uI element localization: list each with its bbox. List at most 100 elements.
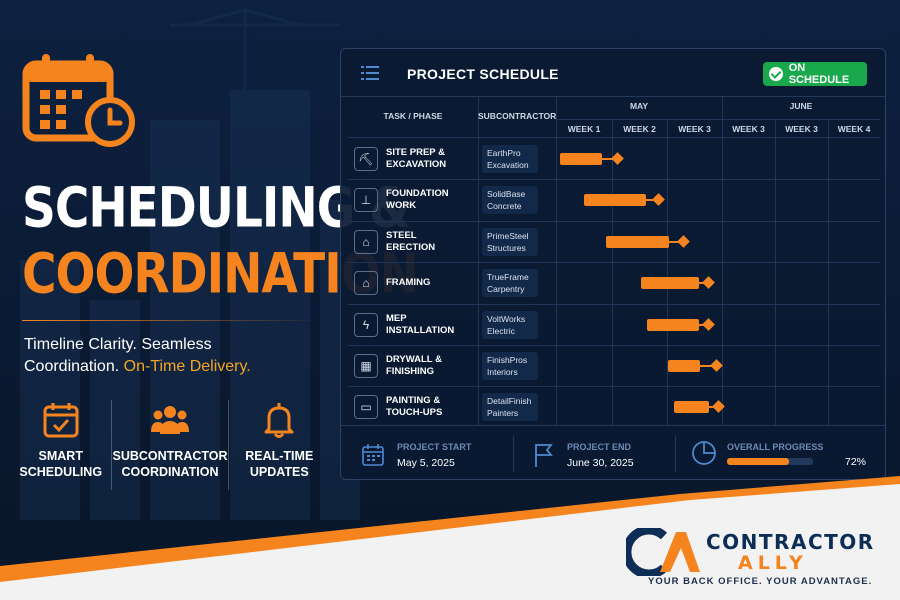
week-header: WEEK 3 <box>678 124 711 134</box>
start-label: PROJECT START <box>397 442 472 452</box>
feature-subcontractor-coordination: SUBCONTRACTOR COORDINATION <box>111 400 228 490</box>
progress-bar-fill <box>727 458 789 465</box>
month-header-may: MAY <box>629 101 649 111</box>
grid-line <box>348 137 880 138</box>
bell-icon <box>264 403 294 438</box>
start-value: May 5, 2025 <box>397 457 455 469</box>
milestone-marker[interactable] <box>702 317 715 331</box>
brand-name: CONTRACTOR <box>706 530 875 554</box>
feature-label-line2: COORDINATION <box>121 465 219 479</box>
task-row: ▦ DRYWALL & FINISHING <box>354 346 484 386</box>
subcontractor-tag: EarthPro Excavation <box>482 145 538 173</box>
panel-title: PROJECT SCHEDULE <box>407 66 559 82</box>
task-bar-connector <box>669 240 684 243</box>
grid-line <box>348 262 880 264</box>
tagline-accent: On-Time Delivery. <box>123 358 251 375</box>
gantt-grid: TASK / PHASE SUBCONTRACTOR MAY JUNE WEEK… <box>348 97 880 425</box>
steel-beam-icon: ⌂ <box>354 229 378 254</box>
grid-line <box>612 119 613 425</box>
subcontractor-tag: VoltWorks Electric <box>482 310 538 339</box>
task-bar[interactable] <box>641 277 700 290</box>
brand-slogan: YOUR BACK OFFICE. YOUR ADVANTAGE. <box>648 576 873 587</box>
team-icon <box>151 406 189 434</box>
drywall-icon: ▦ <box>354 354 378 378</box>
divider <box>675 436 676 472</box>
task-label: SITE PREP & EXCAVATION <box>386 147 447 170</box>
milestone-marker[interactable] <box>652 193 666 207</box>
framing-icon: ⌂ <box>354 271 378 296</box>
panel-footer: PROJECT START May 5, 2025 PROJECT END Ju… <box>341 425 885 479</box>
subcontractor-tag: DetailFinish Painters <box>482 393 538 422</box>
feature-label-line1: REAL-TIME <box>245 449 314 463</box>
calendar-check-icon <box>43 403 79 438</box>
task-bar[interactable] <box>584 194 647 207</box>
milestone-marker[interactable] <box>611 152 625 165</box>
grid-line <box>348 303 880 305</box>
grid-line <box>556 119 880 120</box>
excavator-icon: ⛏ <box>354 147 378 171</box>
task-label: FRAMING <box>386 277 431 289</box>
column-header-task: TASK / PHASE <box>383 111 443 121</box>
paint-roller-icon: ▭ <box>354 395 378 420</box>
feature-smart-scheduling: SMART SCHEDULING <box>10 400 111 490</box>
flag-icon <box>535 444 553 467</box>
task-bar-connector <box>646 199 659 202</box>
subcontractor-tag: SolidBase Concrete <box>482 186 538 215</box>
task-row: ⌂ STEEL ERECTION <box>354 222 484 262</box>
grid-line <box>722 97 723 425</box>
task-row: ▭ PAINTING & TOUCH-UPS <box>354 387 484 427</box>
status-badge: ON SCHEDULE <box>763 62 867 86</box>
tagline-line2: Coordination. <box>24 358 124 375</box>
check-circle-icon <box>769 67 783 81</box>
grid-line <box>828 119 829 425</box>
grid-line <box>348 179 880 181</box>
task-bar[interactable] <box>668 360 701 372</box>
task-label: MEP INSTALLATION <box>386 312 455 336</box>
grid-line <box>775 119 776 425</box>
milestone-marker[interactable] <box>677 234 690 248</box>
week-header: WEEK 1 <box>567 124 601 134</box>
divider <box>513 436 514 472</box>
task-bar[interactable] <box>647 318 700 331</box>
grid-line <box>556 97 557 425</box>
task-label: STEEL ERECTION <box>386 229 436 253</box>
panel-header: PROJECT SCHEDULE ON SCHEDULE <box>341 49 885 97</box>
task-row: ⛏ SITE PREP & EXCAVATION <box>354 139 484 179</box>
project-end: PROJECT END June 30, 2025 <box>517 426 677 479</box>
task-row: ⊥ FOUNDATION WORK <box>354 180 484 220</box>
column-header-subcontractor: SUBCONTRACTOR <box>478 111 557 121</box>
end-label: PROJECT END <box>567 442 632 452</box>
project-start: PROJECT START May 5, 2025 <box>341 426 511 479</box>
progress-label: OVERALL PROGRESS <box>727 442 824 452</box>
task-bar[interactable] <box>605 235 670 248</box>
task-row: ⌂ FRAMING <box>354 263 484 303</box>
task-row: ϟ MEP INSTALLATION <box>354 305 484 345</box>
task-label: FOUNDATION WORK <box>386 188 449 212</box>
electric-icon: ϟ <box>354 312 378 337</box>
task-bar[interactable] <box>560 153 603 165</box>
task-bar-connector <box>602 158 618 160</box>
project-schedule-panel: PROJECT SCHEDULE ON SCHEDULE TASK / PHAS… <box>340 48 886 480</box>
brand-name-accent: ALLY <box>738 552 808 574</box>
calendar-icon <box>362 444 384 466</box>
foundation-icon: ⊥ <box>354 188 378 213</box>
milestone-marker[interactable] <box>702 276 715 290</box>
month-header-june: JUNE <box>789 101 813 111</box>
feature-label-line2: UPDATES <box>249 465 309 479</box>
grid-line <box>348 220 880 222</box>
list-menu-icon[interactable] <box>361 66 379 80</box>
progress-bar <box>727 458 813 465</box>
subcontractor-tag: PrimeSteel Structures <box>482 227 538 256</box>
week-header: WEEK 2 <box>623 124 656 134</box>
grid-line <box>667 119 668 425</box>
grid-line <box>348 386 880 388</box>
feature-label-line1: SMART <box>38 449 83 463</box>
contractor-ally-logo-icon <box>626 528 700 576</box>
feature-label-line1: SUBCONTRACTOR <box>112 449 228 463</box>
task-bar[interactable] <box>674 401 710 414</box>
grid-line <box>348 345 880 346</box>
end-value: June 30, 2025 <box>567 457 634 469</box>
week-header: WEEK 3 <box>732 124 765 134</box>
milestone-marker[interactable] <box>709 359 723 372</box>
task-label: PAINTING & TOUCH-UPS <box>386 395 443 419</box>
